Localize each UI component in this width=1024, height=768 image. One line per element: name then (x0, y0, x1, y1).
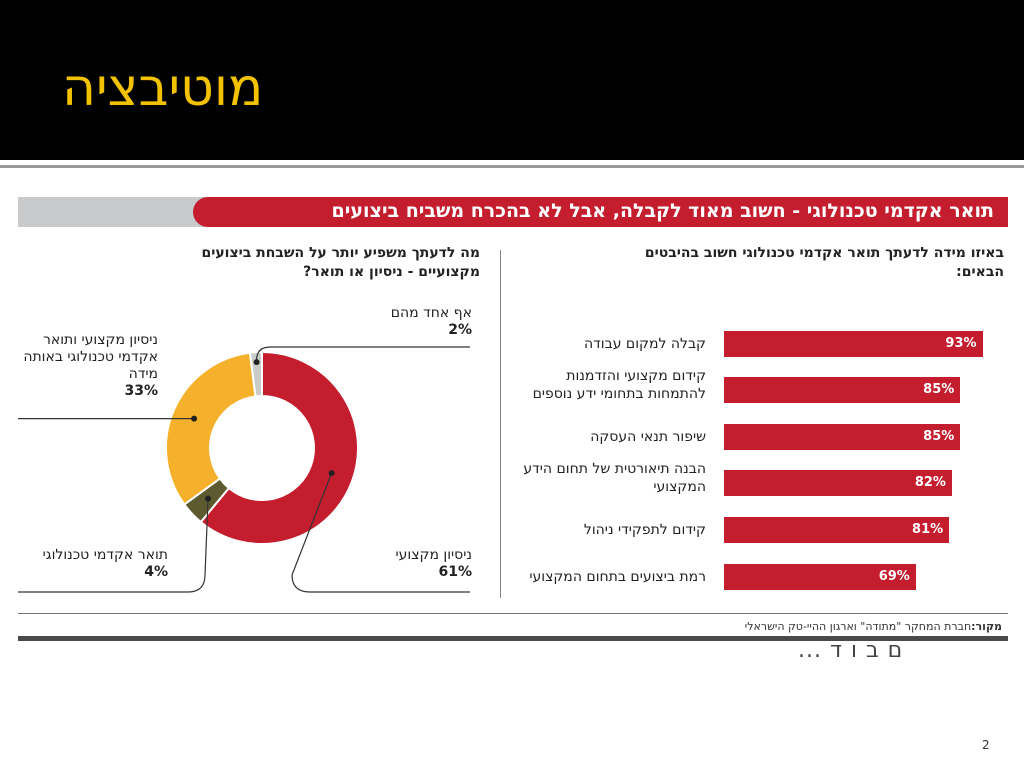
bar-value-label: 69% (878, 569, 910, 584)
bar-category-label: שיפור תנאי העסקה (590, 429, 706, 445)
donut-label-none-text: אף אחד מהם (390, 305, 472, 321)
title-divider (0, 165, 1024, 168)
slide-title: מוטיבציה (62, 58, 264, 118)
donut-value-experience: 61% (438, 564, 472, 580)
bar (724, 377, 961, 403)
leader-line-none (256, 346, 470, 363)
donut-label-experience: ניסיון מקצועי 61% (332, 547, 473, 581)
source-divider (18, 613, 1008, 614)
donut-chart-title: מה לדעתך משפיע יותר על השבחת ביצועים מקצ… (201, 245, 480, 280)
page-number: 2 (982, 738, 990, 752)
bar (724, 517, 950, 543)
bar-value-label: 85% (923, 429, 955, 444)
donut-label-both-text: ניסיון מקצועי ותואר אקדמי טכנולוגי באותה… (23, 332, 158, 382)
infographic-bottom-rule (18, 636, 1008, 641)
banner-red-strip: תואר אקדמי טכנולוגי - חשוב מאוד לקבלה, א… (193, 197, 1008, 227)
bar-category-label: הבנה תיאורטית של תחום הידע המקצועי (523, 461, 706, 495)
donut-label-experience-text: ניסיון מקצועי (395, 547, 473, 563)
leader-dot (253, 359, 260, 366)
leader-dot (205, 495, 212, 502)
bar-category-label: רמת ביצועים בתחום המקצועי (529, 569, 706, 585)
source-text: חברת המחקר "מתודה" וארגון ההיי-טק הישראל… (744, 620, 972, 633)
slide-title-bar: מוטיבציה (0, 0, 1024, 160)
donut-slice-degree (182, 477, 231, 524)
leader-dot (328, 470, 335, 477)
stray-text: ם ב ו ד ... (798, 638, 904, 663)
donut-value-both: 33% (124, 383, 158, 399)
bar (724, 331, 983, 357)
infographic-banner: תואר אקדמי טכנולוגי - חשוב מאוד לקבלה, א… (18, 197, 1008, 227)
source-label: מקור: (971, 620, 1002, 633)
donut-value-degree: 4% (144, 564, 168, 580)
bar-value-label: 93% (945, 336, 977, 351)
banner-title: תואר אקדמי טכנולוגי - חשוב מאוד לקבלה, א… (331, 200, 994, 222)
source-note: מקור:חברת המחקר "מתודה" וארגון ההיי-טק ה… (745, 620, 1002, 633)
donut-slice-both (165, 351, 257, 506)
donut-label-degree-text: תואר אקדמי טכנולוגי (42, 547, 168, 563)
bar (724, 470, 952, 496)
bar-category-label: קידום מקצועי והזדמנות להתמחות בתחומי ידע… (532, 368, 706, 402)
bar (724, 424, 961, 450)
bar-value-label: 82% (914, 475, 946, 490)
bar-value-label: 85% (923, 382, 955, 397)
bar-category-label: קידום לתפקידי ניהול (583, 522, 706, 538)
donut-label-none: אף אחד מהם 2% (332, 305, 472, 339)
bar-chart-title: באיזו מידה לדעתך תואר אקדמי טכנולוגי חשו… (644, 245, 1004, 280)
panel-divider (500, 250, 501, 598)
donut-slice-none (248, 350, 263, 398)
donut-label-degree: תואר אקדמי טכנולוגי 4% (18, 547, 168, 581)
donut-value-none: 2% (448, 322, 472, 338)
donut-label-both: ניסיון מקצועי ותואר אקדמי טכנולוגי באותה… (18, 332, 158, 400)
bar-category-label: קבלה למקום עבודה (584, 336, 706, 352)
bar (724, 564, 916, 590)
donut-slice-experience (199, 350, 359, 545)
leader-dot (191, 415, 198, 422)
bar-value-label: 81% (912, 522, 944, 537)
